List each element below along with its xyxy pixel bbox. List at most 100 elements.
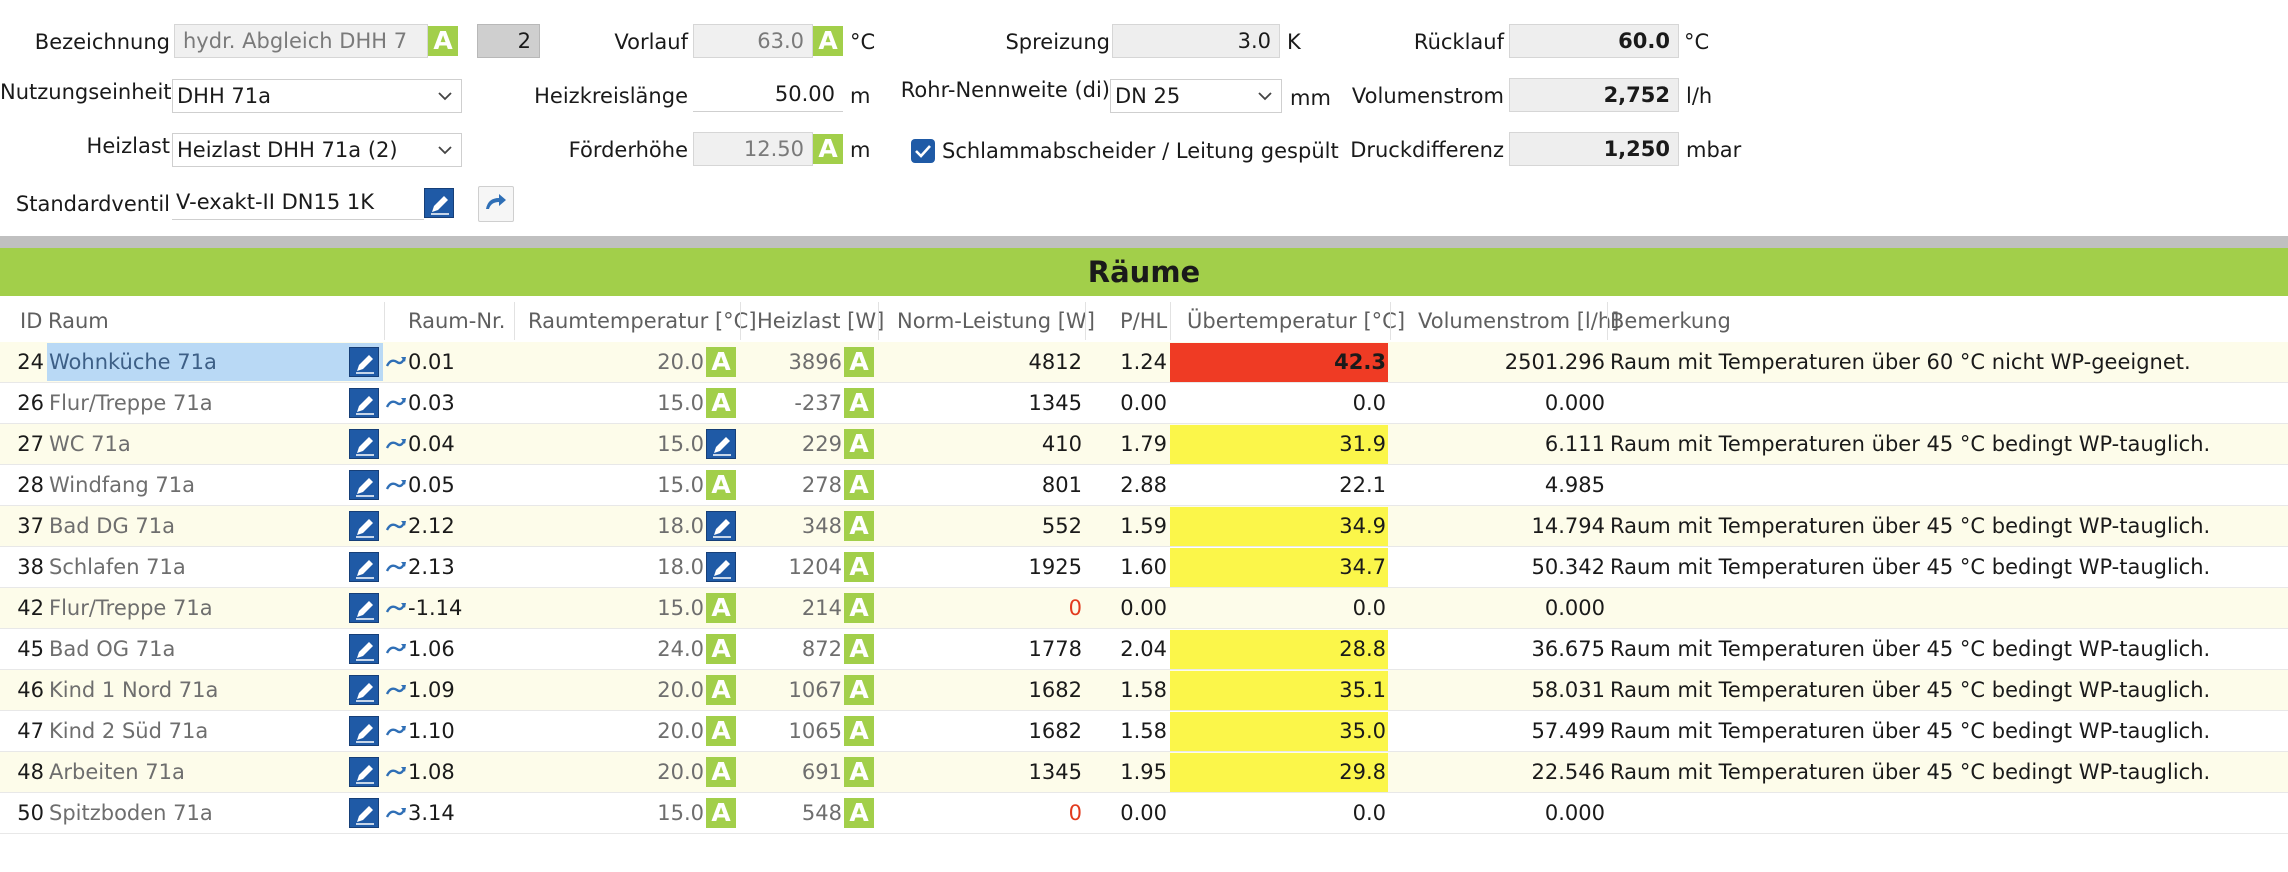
- standardventil-edit-icon[interactable]: [424, 188, 454, 218]
- rohr-select[interactable]: DN 25: [1110, 79, 1282, 113]
- row-temp-auto-icon[interactable]: A: [706, 470, 736, 500]
- table-row[interactable]: 42 Flur/Treppe 71a -1.14 15.0 A 214 A 0 0.00 0.0 0…: [0, 588, 2288, 629]
- row-heizlast-auto-icon[interactable]: A: [844, 388, 874, 418]
- row-link-icon[interactable]: [385, 597, 407, 619]
- col-vol[interactable]: Volumenstrom [l/h]: [1418, 309, 1620, 333]
- row-heizlast[interactable]: 872: [801, 637, 842, 661]
- row-raum[interactable]: WC 71a: [49, 432, 131, 456]
- row-heizlast-auto-icon[interactable]: A: [844, 757, 874, 787]
- row-raum[interactable]: Spitzboden 71a: [49, 801, 213, 825]
- row-link-icon[interactable]: [385, 515, 407, 537]
- row-temp[interactable]: 20.0: [657, 350, 704, 374]
- foerderhoehe-auto-icon[interactable]: A: [813, 134, 843, 164]
- row-temp-auto-icon[interactable]: A: [706, 675, 736, 705]
- row-heizlast-auto-icon[interactable]: A: [844, 552, 874, 582]
- table-row[interactable]: 46 Kind 1 Nord 71a 1.09 20.0 A 1067 A 1682 1.58 3…: [0, 670, 2288, 711]
- row-heizlast-auto-icon[interactable]: A: [844, 511, 874, 541]
- row-raum[interactable]: Wohnküche 71a: [47, 343, 383, 381]
- row-temp[interactable]: 20.0: [657, 760, 704, 784]
- row-heizlast-auto-icon[interactable]: A: [844, 347, 874, 377]
- row-edit-icon[interactable]: [349, 552, 379, 582]
- col-id[interactable]: ID: [20, 309, 43, 333]
- row-raum[interactable]: Bad DG 71a: [49, 514, 175, 538]
- row-link-icon[interactable]: [385, 802, 407, 824]
- splitter[interactable]: [0, 236, 2288, 248]
- heizkreislaenge-field[interactable]: 50.00: [693, 78, 843, 112]
- row-raum[interactable]: Windfang 71a: [49, 473, 195, 497]
- row-heizlast-auto-icon[interactable]: A: [844, 675, 874, 705]
- table-row[interactable]: 28 Windfang 71a 0.05 15.0 A 278 A 801 2.88 22.1 4.…: [0, 465, 2288, 506]
- row-link-icon[interactable]: [385, 679, 407, 701]
- bezeichnung-field[interactable]: hydr. Abgleich DHH 7: [174, 24, 428, 58]
- bezeichnung-auto-icon[interactable]: A: [428, 26, 458, 56]
- table-row[interactable]: 47 Kind 2 Süd 71a 1.10 20.0 A 1065 A 1682 1.58 35…: [0, 711, 2288, 752]
- row-raum[interactable]: Bad OG 71a: [49, 637, 176, 661]
- row-heizlast[interactable]: 278: [801, 473, 842, 497]
- row-heizlast-auto-icon[interactable]: A: [844, 429, 874, 459]
- row-link-icon[interactable]: [385, 433, 407, 455]
- row-temp[interactable]: 18.0: [657, 514, 704, 538]
- col-ueber[interactable]: Übertemperatur [°C]: [1187, 309, 1406, 333]
- row-heizlast-auto-icon[interactable]: A: [844, 716, 874, 746]
- row-link-icon[interactable]: [385, 720, 407, 742]
- row-temp[interactable]: 15.0: [657, 432, 704, 456]
- row-temp-edit-icon[interactable]: [706, 429, 736, 459]
- table-row[interactable]: 26 Flur/Treppe 71a 0.03 15.0 A -237 A 1345 0.00 0…: [0, 383, 2288, 424]
- row-heizlast-auto-icon[interactable]: A: [844, 634, 874, 664]
- row-heizlast[interactable]: 1204: [788, 555, 842, 579]
- schlamm-checkbox[interactable]: [911, 139, 935, 163]
- table-row[interactable]: 37 Bad DG 71a 2.12 18.0 348 A 552 1.59 34.9 14.79…: [0, 506, 2288, 547]
- volumenstrom-field[interactable]: 2,752: [1509, 78, 1679, 112]
- vorlauf-field[interactable]: 63.0: [693, 24, 813, 58]
- row-heizlast[interactable]: 1067: [788, 678, 842, 702]
- row-link-icon[interactable]: [385, 556, 407, 578]
- row-edit-icon[interactable]: [349, 388, 379, 418]
- row-edit-icon[interactable]: [349, 429, 379, 459]
- row-temp-auto-icon[interactable]: A: [706, 798, 736, 828]
- row-heizlast[interactable]: 3896: [788, 350, 842, 374]
- col-raum[interactable]: Raum: [48, 309, 109, 333]
- row-heizlast[interactable]: -237: [794, 391, 842, 415]
- foerderhoehe-field[interactable]: 12.50: [693, 132, 813, 166]
- refresh-button[interactable]: [478, 186, 514, 222]
- row-link-icon[interactable]: [385, 638, 407, 660]
- row-temp[interactable]: 20.0: [657, 678, 704, 702]
- row-heizlast-auto-icon[interactable]: A: [844, 798, 874, 828]
- row-temp[interactable]: 24.0: [657, 637, 704, 661]
- row-heizlast-auto-icon[interactable]: A: [844, 593, 874, 623]
- row-heizlast[interactable]: 691: [801, 760, 842, 784]
- row-edit-icon[interactable]: [349, 798, 379, 828]
- row-temp[interactable]: 18.0: [657, 555, 704, 579]
- row-heizlast[interactable]: 1065: [788, 719, 842, 743]
- row-temp-edit-icon[interactable]: [706, 511, 736, 541]
- table-row[interactable]: 45 Bad OG 71a 1.06 24.0 A 872 A 1778 2.04 28.8 36.…: [0, 629, 2288, 670]
- row-link-icon[interactable]: [385, 351, 407, 373]
- row-edit-icon[interactable]: [349, 511, 379, 541]
- row-heizlast[interactable]: 214: [801, 596, 842, 620]
- ruecklauf-field[interactable]: 60.0: [1509, 24, 1679, 58]
- row-temp-edit-icon[interactable]: [706, 552, 736, 582]
- row-raum[interactable]: Flur/Treppe 71a: [49, 596, 213, 620]
- row-heizlast[interactable]: 548: [801, 801, 842, 825]
- col-temp[interactable]: Raumtemperatur [°C]: [528, 309, 757, 333]
- table-row[interactable]: 48 Arbeiten 71a 1.08 20.0 A 691 A 1345 1.95 29.8 2…: [0, 752, 2288, 793]
- row-edit-icon[interactable]: [349, 675, 379, 705]
- col-phl[interactable]: P/HL: [1120, 309, 1168, 333]
- row-temp-auto-icon[interactable]: A: [706, 347, 736, 377]
- row-edit-icon[interactable]: [349, 347, 379, 377]
- row-temp[interactable]: 20.0: [657, 719, 704, 743]
- row-temp[interactable]: 15.0: [657, 801, 704, 825]
- row-edit-icon[interactable]: [349, 470, 379, 500]
- row-link-icon[interactable]: [385, 761, 407, 783]
- col-norm[interactable]: Norm-Leistung [W]: [897, 309, 1095, 333]
- row-heizlast-auto-icon[interactable]: A: [844, 470, 874, 500]
- druckdifferenz-field[interactable]: 1,250: [1509, 132, 1679, 166]
- row-raum[interactable]: Kind 2 Süd 71a: [49, 719, 209, 743]
- vorlauf-auto-icon[interactable]: A: [813, 26, 843, 56]
- col-raumnr[interactable]: Raum-Nr.: [408, 309, 506, 333]
- col-heizlast[interactable]: Heizlast [W]: [757, 309, 885, 333]
- table-row[interactable]: 50 Spitzboden 71a 3.14 15.0 A 548 A 0 0.00 0.0 0.0…: [0, 793, 2288, 834]
- row-edit-icon[interactable]: [349, 593, 379, 623]
- row-temp-auto-icon[interactable]: A: [706, 716, 736, 746]
- row-link-icon[interactable]: [385, 474, 407, 496]
